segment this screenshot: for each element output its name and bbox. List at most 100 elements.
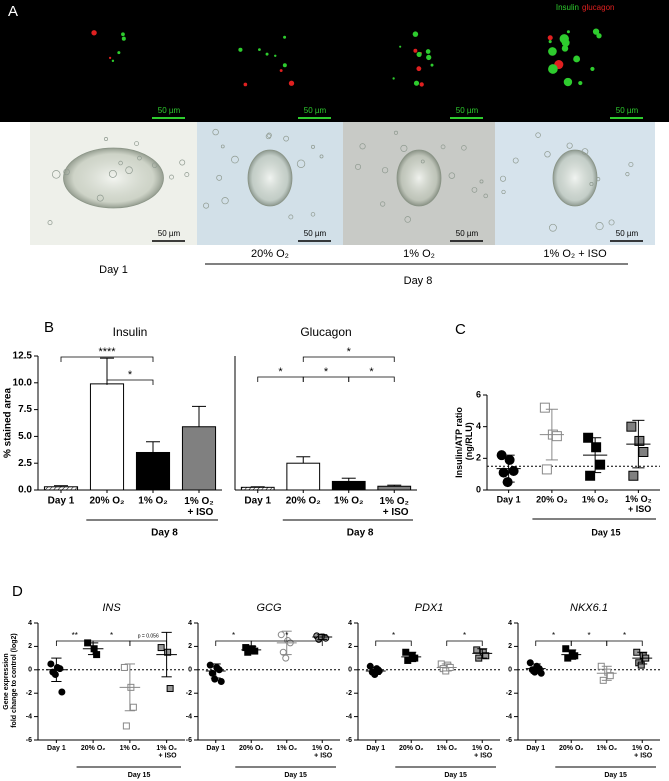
cell: [535, 132, 541, 138]
y-axis-label: Gene expression fold change to control (…: [3, 633, 18, 729]
fluorescent-spot: [426, 54, 432, 61]
point: [366, 662, 374, 670]
cell: [380, 201, 386, 207]
x-tick-label: Day 1: [366, 745, 385, 752]
point: [562, 645, 570, 653]
x-tick-label: 20% O₂: [286, 496, 321, 507]
point: [638, 447, 649, 457]
y-tick-label: -2: [506, 690, 512, 697]
legend-insulin: Insulin: [556, 3, 579, 12]
y-tick-label: 2: [188, 643, 192, 650]
cell: [288, 214, 294, 220]
cell: [203, 202, 210, 209]
y-tick-label: 0: [508, 667, 512, 674]
islet: [63, 147, 164, 209]
point: [215, 666, 223, 674]
bar: [135, 451, 171, 491]
point: [564, 654, 572, 662]
y-tick-label: 7.5: [18, 404, 32, 415]
fluorescent-spot: [108, 56, 112, 59]
bar: [43, 486, 79, 491]
significance-bracket: [60, 356, 154, 362]
x-tick-label: 1% O₂ + ISO: [184, 496, 213, 518]
bar: [331, 480, 366, 491]
cell: [134, 141, 139, 147]
group-label: Day 15: [284, 772, 307, 779]
islet: [396, 149, 442, 207]
cell: [319, 154, 324, 159]
fluorescent-spot: [117, 51, 121, 55]
y-tick-label: 4: [28, 620, 32, 627]
significance-bracket: [106, 379, 154, 385]
y-tick-label: 2: [28, 643, 32, 650]
group-label: Day 15: [604, 772, 627, 779]
y-tick-label: -4: [346, 713, 352, 720]
significance-label: *: [232, 631, 235, 640]
fluorescent-spot: [274, 54, 277, 58]
scale-bar-label: 50 µm: [304, 106, 327, 115]
fluorescent-spot: [413, 48, 418, 53]
x-tick-label: Day 1: [526, 745, 545, 752]
y-tick-label: 10.0: [13, 377, 33, 388]
significance-label: *: [552, 631, 555, 640]
x-tick-label: Day 1: [244, 496, 271, 507]
condition-label: 20% O₂: [251, 248, 289, 260]
fluorescent-spot: [91, 30, 97, 36]
fluorescent-spot: [425, 49, 431, 54]
chart-title: Insulin: [113, 325, 148, 339]
cell: [212, 128, 219, 136]
cell: [500, 175, 507, 182]
x-tick-label: 1% O₂ + ISO: [156, 745, 177, 760]
significance-bracket: [606, 640, 643, 646]
bar: [240, 486, 275, 491]
chart-title: NKX6.1: [570, 602, 608, 614]
fluorescent-spot: [121, 32, 125, 37]
point: [47, 660, 55, 668]
x-tick-label: 20% O₂: [239, 745, 264, 752]
point: [498, 467, 509, 478]
point: [526, 659, 534, 667]
point: [120, 663, 128, 671]
y-tick-label: 0: [476, 484, 481, 494]
x-tick-label: 1% O₂: [276, 745, 297, 752]
point: [404, 656, 412, 664]
point: [411, 654, 419, 662]
cell: [265, 133, 272, 140]
x-tick-label: 20% O₂: [399, 745, 424, 752]
y-tick-label: -6: [186, 737, 192, 744]
islet: [552, 149, 598, 207]
cell: [104, 137, 108, 141]
cell: [296, 159, 306, 168]
cell: [483, 193, 488, 199]
fluorescence-row: [0, 0, 669, 122]
group-label: Day 15: [591, 527, 620, 537]
point: [51, 670, 59, 678]
point: [282, 654, 290, 662]
significance-bracket: [129, 640, 168, 646]
group-label: Day 15: [128, 772, 151, 779]
point: [56, 665, 64, 673]
bar: [377, 485, 412, 491]
cell: [589, 182, 594, 187]
significance-label: *: [392, 631, 395, 640]
bar: [89, 383, 125, 491]
y-tick-label: 2.5: [18, 458, 32, 469]
x-tick-label: 1% O₂ + ISO: [312, 745, 333, 760]
cell: [311, 144, 315, 149]
significance-label: *: [623, 631, 626, 640]
fluorescent-spot: [412, 31, 419, 37]
cell: [440, 144, 446, 150]
cell: [625, 172, 630, 177]
panel-label: B: [44, 319, 54, 336]
significance-bracket: [302, 356, 395, 362]
y-tick-label: -4: [26, 713, 32, 720]
x-tick-label: 20% O₂: [81, 745, 106, 752]
fluorescent-spot: [573, 55, 581, 63]
fluorescent-spot: [590, 66, 595, 72]
cell: [404, 216, 412, 223]
cell: [479, 179, 484, 184]
fluorescent-spot: [561, 45, 569, 52]
point: [551, 431, 562, 442]
point: [531, 668, 539, 676]
cell: [220, 144, 225, 149]
